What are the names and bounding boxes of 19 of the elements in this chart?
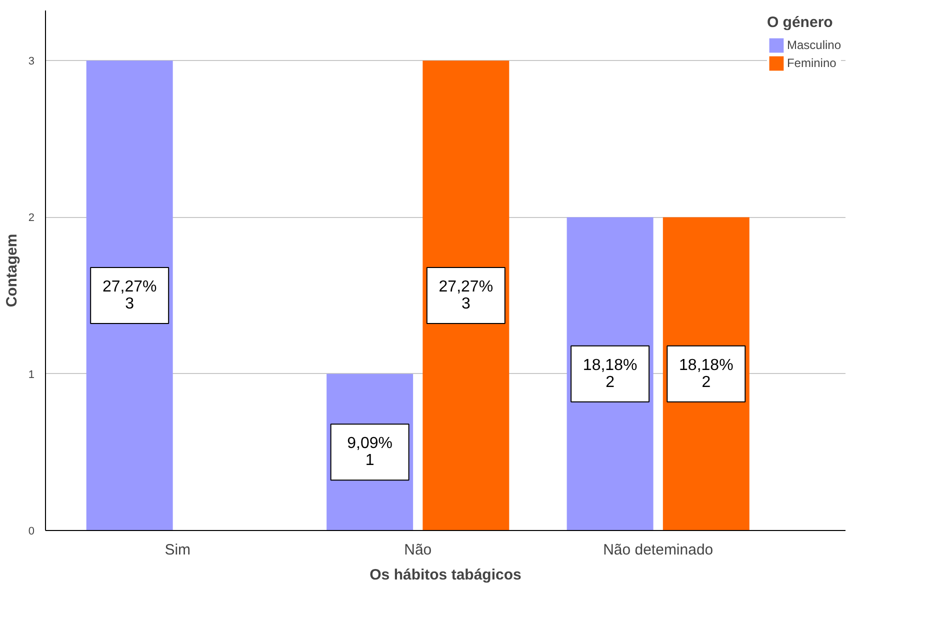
bar <box>86 60 173 530</box>
x-tick-label: Não <box>404 542 432 558</box>
data-label: 18,18% 2 <box>679 356 734 391</box>
y-axis-title: Contagem <box>3 234 20 308</box>
x-tick-label: Sim <box>164 542 191 558</box>
data-label: 9,09% 1 <box>347 435 393 470</box>
legend-title: O género <box>766 14 834 31</box>
y-tick-label: 2 <box>28 212 35 224</box>
x-tick-label: Não deteminado <box>603 542 714 558</box>
legend-label: Masculino <box>786 38 841 52</box>
y-tick-label: 3 <box>28 56 35 68</box>
data-label: 18,18% 2 <box>582 356 638 391</box>
x-axis-title: Os hábitos tabágicos <box>370 566 522 584</box>
data-label: 27,27% 3 <box>438 278 494 313</box>
legend-label: Feminino <box>786 56 836 70</box>
bar <box>422 60 510 530</box>
data-label: 27,27% 3 <box>102 278 157 313</box>
y-tick-label: 0 <box>28 526 35 538</box>
y-tick-label: 1 <box>28 368 35 381</box>
